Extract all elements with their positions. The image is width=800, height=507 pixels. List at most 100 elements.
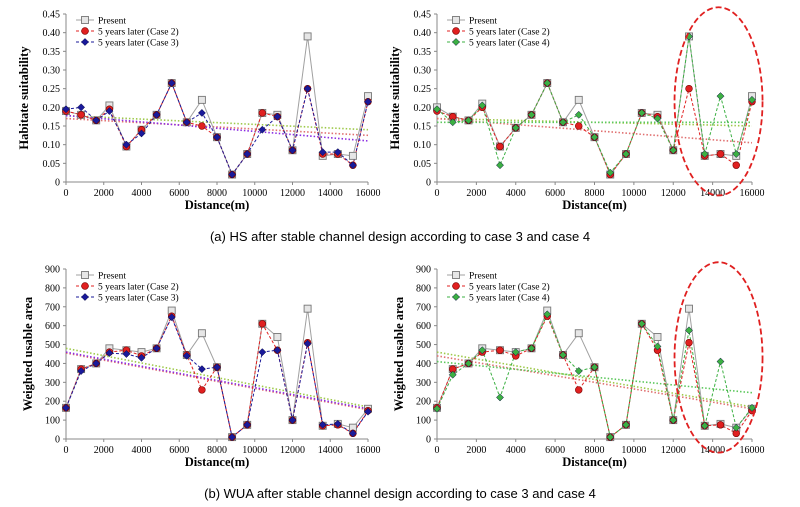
y-tick-label: 100 <box>45 416 60 427</box>
legend-marker-case3 <box>81 38 89 46</box>
chart-panel-3: 0 100 200 300 400 500 600 700 800 900 0 2000 4000 600… <box>21 265 381 470</box>
data-point-case2 <box>575 386 583 394</box>
y-axis-label: Habitate suitability <box>388 46 402 150</box>
data-point-case4 <box>478 346 487 355</box>
series-line-case4 <box>436 313 753 438</box>
y-axis-label: Weighted usable area <box>392 296 406 411</box>
x-tick-label: 6000 <box>169 188 189 199</box>
data-point-case3 <box>62 403 70 412</box>
y-tick-label: 0 <box>426 178 431 189</box>
data-point-case3 <box>243 420 252 429</box>
legend-marker-present <box>81 271 89 279</box>
x-tick-label: 4000 <box>132 445 152 456</box>
data-point-case2 <box>732 161 740 169</box>
x-tick-label: 14000 <box>700 445 725 456</box>
y-tick-label: 0.45 <box>414 10 432 21</box>
data-point-present <box>303 32 312 41</box>
data-point-case4 <box>653 114 662 123</box>
data-point-case4 <box>590 363 599 372</box>
data-point-case2 <box>685 84 693 93</box>
data-point-case4 <box>669 416 678 425</box>
x-tick-label: 0 <box>64 188 69 199</box>
data-point-case3 <box>333 419 342 428</box>
y-tick-label: 0.15 <box>43 122 61 133</box>
data-point-case4 <box>478 101 487 110</box>
data-point-case4 <box>433 105 441 114</box>
data-point-case3 <box>77 103 86 112</box>
legend-marker-case3 <box>81 293 89 301</box>
trendline-case3 <box>65 351 369 410</box>
x-tick-label: 10000 <box>621 445 646 456</box>
y-tick-label: 0.30 <box>43 66 61 77</box>
y-tick-label: 500 <box>416 340 431 351</box>
x-tick-label: 2000 <box>466 188 486 199</box>
y-tick-label: 0.15 <box>414 122 432 133</box>
y-tick-label: 0.20 <box>414 103 432 114</box>
y-tick-label: 0.05 <box>43 159 61 170</box>
x-tick-label: 14000 <box>318 188 343 199</box>
y-tick-label: 400 <box>45 359 60 370</box>
legend-label-case4: 5 years later (Case 4) <box>469 293 550 304</box>
trendline-present <box>436 351 753 408</box>
y-axis-label: Weighted usable area <box>21 296 35 411</box>
data-point-case2 <box>77 111 85 119</box>
data-point-case2 <box>198 386 206 394</box>
data-point-case3 <box>122 140 131 149</box>
data-point-case3 <box>62 105 70 114</box>
data-point-case4 <box>496 161 504 170</box>
y-tick-label: 800 <box>416 283 431 294</box>
data-point-case3 <box>303 339 312 348</box>
data-point-case4 <box>464 116 473 125</box>
x-tick-label: 14000 <box>700 188 725 199</box>
x-tick-label: 12000 <box>661 188 686 199</box>
x-axis-label: Distance(m) <box>562 455 627 469</box>
y-tick-label: 0.40 <box>43 28 61 39</box>
data-point-case3 <box>77 367 86 375</box>
y-tick-label: 0 <box>55 435 60 446</box>
series-line-present <box>436 308 753 438</box>
trendline-case3 <box>65 114 369 142</box>
data-point-case4 <box>543 79 552 88</box>
data-point-case3 <box>273 346 282 355</box>
legend-marker-case2 <box>81 282 89 290</box>
y-tick-label: 0.20 <box>43 103 61 114</box>
y-tick-label: 0.40 <box>414 28 432 39</box>
x-axis-label: Distance(m) <box>185 198 250 212</box>
y-tick-label: 200 <box>45 397 60 408</box>
y-tick-label: 900 <box>45 265 60 276</box>
data-point-case3 <box>288 416 297 425</box>
x-tick-label: 10000 <box>621 188 646 199</box>
legend-label-case3: 5 years later (Case 3) <box>98 293 179 304</box>
x-tick-label: 6000 <box>545 188 565 199</box>
data-point-present <box>653 333 662 341</box>
x-tick-label: 4000 <box>506 445 526 456</box>
x-tick-label: 8000 <box>585 188 605 199</box>
x-tick-label: 0 <box>435 188 440 199</box>
highlight-ellipse <box>673 6 764 197</box>
data-point-case4 <box>700 150 709 158</box>
x-tick-label: 0 <box>64 445 69 456</box>
y-tick-label: 0.35 <box>43 47 61 58</box>
y-tick-label: 700 <box>416 302 431 313</box>
data-point-case4 <box>748 403 756 412</box>
legend-label-present: Present <box>98 17 126 27</box>
trendline-present <box>65 114 369 131</box>
legend-marker-present <box>452 16 460 24</box>
x-tick-label: 16000 <box>740 445 765 456</box>
data-point-case3 <box>105 107 114 116</box>
data-point-case4 <box>527 110 536 119</box>
data-point-case4 <box>732 423 741 432</box>
series-line-case2 <box>436 81 753 176</box>
legend-marker-case4 <box>452 38 460 46</box>
legend-label-present: Present <box>469 17 497 27</box>
y-tick-label: 0.35 <box>414 47 432 58</box>
legend-label-case2: 5 years later (Case 2) <box>98 27 179 38</box>
data-point-case3 <box>273 112 282 121</box>
chart-panel-2: 0 0.05 0.10 0.15 0.20 0.25 0.30 0.35 0.40 0.45 0 20… <box>388 6 765 212</box>
y-tick-label: 0.25 <box>43 84 61 95</box>
x-tick-label: 0 <box>435 445 440 456</box>
data-point-case4 <box>716 357 725 366</box>
data-point-case4 <box>590 133 599 142</box>
y-axis-label: Habitate suitability <box>17 46 31 150</box>
legend-label-case2: 5 years later (Case 2) <box>469 27 550 38</box>
